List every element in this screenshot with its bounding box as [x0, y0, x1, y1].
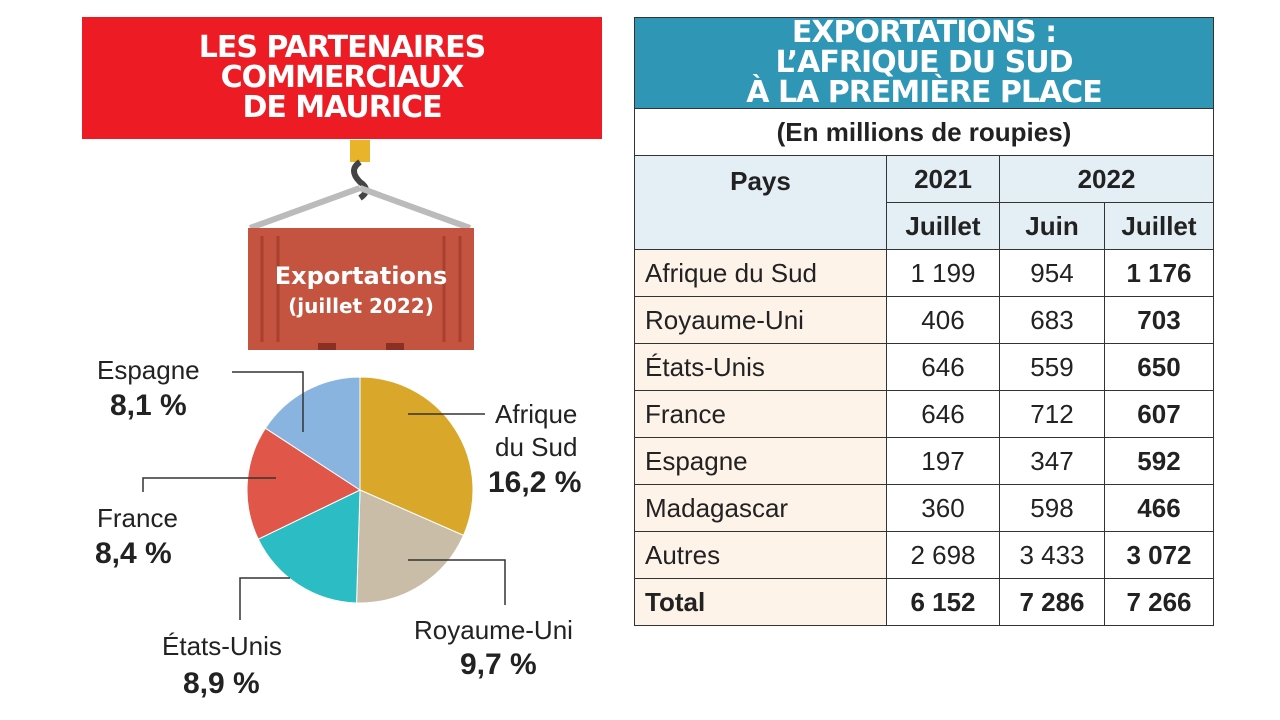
- value-cell: 703: [1104, 296, 1214, 344]
- value-cell: 3 433: [999, 531, 1105, 579]
- table-row: Madagascar 360 598 466: [634, 484, 1214, 532]
- column-header: Juillet: [1104, 202, 1214, 250]
- pie-slice: [359, 376, 474, 537]
- country-cell: Total: [634, 578, 887, 626]
- value-cell: 406: [886, 296, 1000, 344]
- pie-value-label: 16,2 %: [488, 466, 582, 499]
- column-header: Juillet: [886, 202, 1000, 250]
- country-cell: États-Unis: [634, 343, 887, 391]
- table-row: Total 6 152 7 286 7 266: [634, 578, 1214, 626]
- country-cell: Royaume-Uni: [634, 296, 887, 344]
- pie-label: France: [97, 503, 178, 533]
- value-cell: 650: [1104, 343, 1214, 391]
- value-cell: 466: [1104, 484, 1214, 532]
- table-row: Royaume-Uni 406 683 703: [634, 296, 1214, 344]
- value-cell: 559: [999, 343, 1105, 391]
- table-subtitle: (En millions de roupies): [634, 108, 1214, 156]
- header-line: L’AFRIQUE DU SUD: [775, 45, 1074, 80]
- table-header: EXPORTATIONS : L’AFRIQUE DU SUD À LA PRE…: [634, 15, 1214, 110]
- value-cell: 1 199: [886, 249, 1000, 297]
- country-cell: Autres: [634, 531, 887, 579]
- value-cell: 2 698: [886, 531, 1000, 579]
- value-cell: 646: [886, 343, 1000, 391]
- table-row: France 646 712 607: [634, 390, 1214, 438]
- pie-value-label: 8,9 %: [183, 667, 260, 700]
- pie-slice: [264, 376, 361, 491]
- export-table: EXPORTATIONS : L’AFRIQUE DU SUD À LA PRE…: [634, 17, 1214, 626]
- pie-chart: [142, 140, 506, 620]
- pie-slice: [356, 489, 465, 604]
- value-cell: 607: [1104, 390, 1214, 438]
- pie-value-label: 9,7 %: [460, 648, 537, 681]
- pie-label: Royaume-Uni: [414, 615, 573, 645]
- country-cell: Madagascar: [634, 484, 887, 532]
- table-row: Afrique du Sud 1 199 954 1 176: [634, 249, 1214, 297]
- header-line: À LA PREMIÈRE PLACE: [746, 75, 1102, 110]
- column-header: 2021: [886, 155, 1000, 203]
- value-cell: 954: [999, 249, 1105, 297]
- value-cell: 347: [999, 437, 1105, 485]
- pie-slice: [257, 489, 361, 604]
- pie-label: Afrique du Sud: [495, 399, 578, 462]
- table-row: Autres 2 698 3 433 3 072: [634, 531, 1214, 579]
- country-cell: Espagne: [634, 437, 887, 485]
- value-cell: 7 266: [1104, 578, 1214, 626]
- container-label: Exportations (juillet 2022): [248, 260, 474, 320]
- value-cell: 7 286: [999, 578, 1105, 626]
- column-header: Pays: [634, 155, 887, 250]
- value-cell: 646: [886, 390, 1000, 438]
- table-row: Espagne 197 347 592: [634, 437, 1214, 485]
- header-line: DE MAURICE: [242, 90, 442, 125]
- pie-label: Espagne: [97, 355, 200, 385]
- value-cell: 6 152: [886, 578, 1000, 626]
- value-cell: 3 072: [1104, 531, 1214, 579]
- value-cell: 683: [999, 296, 1105, 344]
- table-row: États-Unis 646 559 650: [634, 343, 1214, 391]
- annotation: Exportations: [274, 262, 448, 290]
- value-cell: 712: [999, 390, 1105, 438]
- column-header: Juin: [999, 202, 1105, 250]
- column-header: 2022: [999, 155, 1214, 203]
- value-cell: 592: [1104, 437, 1214, 485]
- header-line: COMMERCIAUX: [220, 60, 465, 95]
- country-cell: France: [634, 390, 887, 438]
- pie-value-label: 8,4 %: [95, 537, 172, 570]
- container-graphic: [248, 140, 474, 350]
- header-line: LES PARTENAIRES: [198, 30, 487, 65]
- value-cell: 360: [886, 484, 1000, 532]
- pie-value-label: 8,1 %: [110, 389, 187, 422]
- pie-slice: [246, 427, 362, 540]
- value-cell: 598: [999, 484, 1105, 532]
- country-cell: Afrique du Sud: [634, 249, 887, 297]
- value-cell: 1 176: [1104, 249, 1214, 297]
- pie-label: États-Unis: [162, 631, 282, 661]
- annotation: (juillet 2022): [288, 294, 434, 318]
- left-header: LES PARTENAIRES COMMERCIAUX DE MAURICE: [82, 17, 602, 139]
- leader-lines: [142, 371, 506, 620]
- value-cell: 197: [886, 437, 1000, 485]
- header-line: EXPORTATIONS :: [791, 15, 1057, 50]
